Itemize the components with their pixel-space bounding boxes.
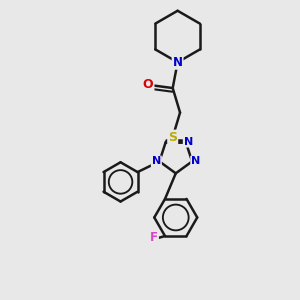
Text: F: F — [150, 231, 158, 244]
Text: O: O — [143, 78, 154, 91]
Text: N: N — [172, 56, 183, 69]
Text: N: N — [191, 156, 200, 167]
Text: N: N — [152, 156, 161, 167]
Text: S: S — [168, 130, 177, 144]
Text: N: N — [184, 136, 193, 147]
